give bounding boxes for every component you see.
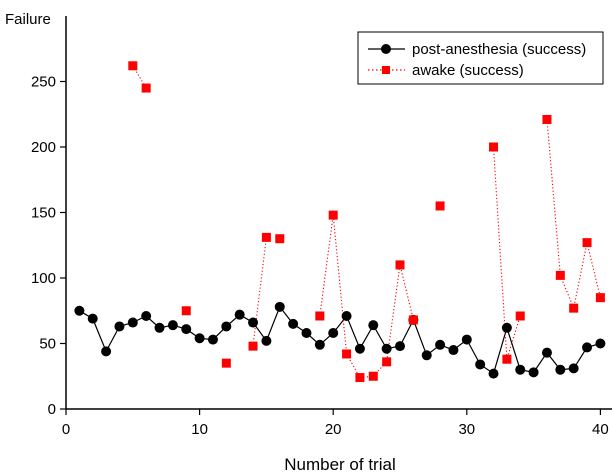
point-post-anesthesia [395,341,405,352]
point-post-anesthesia [248,317,259,328]
point-post-anesthesia [87,313,98,324]
point-post-anesthesia [541,347,552,358]
x-tick-label: 20 [325,421,342,438]
point-awake [515,311,525,321]
y-axis-title: Failure [5,11,51,28]
y-ticks: 0 50 100 150 200 250 [31,74,66,418]
y-tick-label: 200 [31,139,56,156]
point-awake [555,270,565,280]
point-awake [128,61,138,71]
point-post-anesthesia [595,338,606,349]
point-post-anesthesia [181,324,192,335]
point-post-anesthesia [528,367,539,378]
point-post-anesthesia [582,342,593,353]
x-tick-label: 0 [62,421,70,438]
point-awake [248,341,258,351]
point-post-anesthesia [515,364,526,375]
legend: post-anesthesia (success) awake (success… [357,31,604,85]
y-tick-label: 150 [31,205,56,222]
point-awake [141,83,151,93]
point-post-anesthesia [74,305,85,316]
point-awake [221,358,231,368]
point-awake [181,306,191,316]
x-tick-label: 40 [592,421,609,438]
point-awake [502,354,512,364]
point-post-anesthesia [288,318,299,329]
y-tick-label: 100 [31,270,56,287]
point-awake [328,210,338,220]
point-awake [368,371,378,381]
x-tick-label: 30 [458,421,475,438]
point-awake [315,311,325,321]
point-post-anesthesia [101,346,112,357]
point-post-anesthesia [261,335,272,346]
point-post-anesthesia [488,368,499,379]
point-post-anesthesia [435,339,446,350]
point-post-anesthesia [141,310,152,321]
point-post-anesthesia [368,320,379,331]
y-tick-label: 250 [31,74,56,91]
point-post-anesthesia [114,321,125,332]
legend-label-awake: awake (success) [412,62,524,79]
point-awake [342,349,352,359]
point-awake [595,293,605,303]
point-awake [275,234,285,244]
point-post-anesthesia [381,343,392,354]
series-line-awake [252,237,267,347]
point-post-anesthesia [207,334,218,345]
point-awake [569,303,579,313]
point-awake [542,114,552,124]
point-awake [382,357,392,367]
legend-label-post-anesthesia: post-anesthesia (success) [412,41,586,58]
point-awake [435,201,445,211]
point-post-anesthesia [568,363,579,374]
point-post-anesthesia [127,317,138,328]
point-post-anesthesia [501,322,512,333]
point-post-anesthesia [328,328,339,339]
point-post-anesthesia [314,339,325,350]
y-tick-label: 0 [48,401,56,418]
point-awake [261,232,271,242]
x-axis-title: Number of trial [284,455,395,474]
point-post-anesthesia [475,359,486,370]
point-post-anesthesia [421,350,432,361]
point-post-anesthesia [461,334,472,345]
series-markers [74,61,606,383]
point-post-anesthesia [448,345,459,356]
point-post-anesthesia [221,321,232,332]
legend-marker-post-anesthesia [381,44,391,54]
legend-box [357,31,604,85]
point-awake [395,260,405,270]
point-post-anesthesia [167,320,178,331]
x-tick-label: 10 [191,421,208,438]
point-post-anesthesia [555,364,566,375]
point-awake [408,315,418,325]
point-post-anesthesia [154,322,165,333]
point-post-anesthesia [234,309,245,320]
point-post-anesthesia [354,343,365,354]
series-line-post-anesthesia [79,305,601,375]
point-post-anesthesia [301,328,312,339]
point-awake [489,142,499,152]
y-tick-label: 50 [39,336,56,353]
point-post-anesthesia [341,310,352,321]
point-awake [355,373,365,383]
x-ticks: 0 10 20 30 40 [62,409,609,438]
point-post-anesthesia [274,301,285,312]
point-post-anesthesia [194,333,205,344]
legend-marker-awake [382,66,390,74]
point-awake [582,238,592,248]
